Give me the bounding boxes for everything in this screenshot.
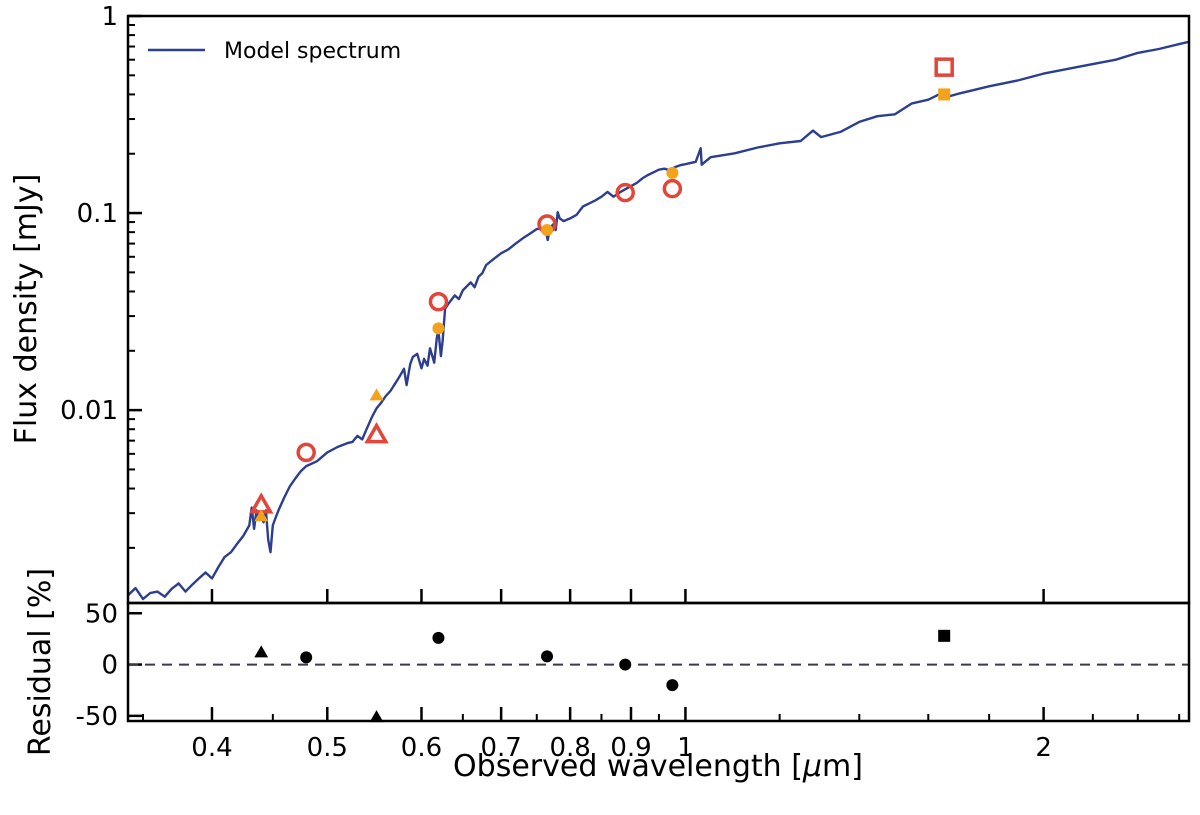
legend: Model spectrum: [148, 39, 401, 64]
flux-ytick-labels: 1 0.1 0.01: [60, 2, 118, 426]
wavelength-axis-label: Observed wavelength [μm]: [453, 749, 863, 784]
residual-circle-marker: [541, 650, 554, 663]
residual-panel: 50 0 -50 Residual [%]: [23, 568, 1191, 756]
synthetic-photometry-points: [254, 88, 951, 522]
wavelength-tick-label: 0.9: [610, 733, 651, 763]
observed-square-marker: [934, 57, 954, 77]
residual-triangle-marker: [254, 645, 269, 658]
wavelength-tick-label: 0.5: [307, 733, 348, 763]
residual-panel-ticks: [128, 612, 1181, 721]
wavelength-tick-label: 1: [677, 733, 694, 763]
wavelength-tick-label: 2: [1035, 733, 1052, 763]
residual-tick-label: -50: [76, 702, 118, 732]
residual-triangle-marker: [369, 710, 384, 723]
flux-tick-label: 0.1: [77, 199, 118, 229]
model-spectrum-line: [128, 40, 1189, 601]
flux-axis-label: Flux density [mJy]: [9, 174, 44, 445]
residual-circle-marker: [300, 651, 313, 664]
wavelength-tick-labels: 0.4 0.5 0.6 0.7 0.8 0.9 1 2: [191, 733, 1052, 763]
residual-axis-label: Residual [%]: [23, 568, 58, 756]
flux-panel: 1 0.1 0.01 Model spectrum Flux density [mJ…: [9, 2, 1191, 605]
synthetic-circle-marker: [666, 166, 679, 179]
residual-ytick-labels: 50 0 -50: [76, 599, 118, 732]
wavelength-tick-label: 0.6: [401, 733, 442, 763]
observed-triangle-marker: [364, 422, 389, 444]
synthetic-circle-marker: [541, 224, 554, 237]
residual-points: [254, 629, 951, 723]
residual-circle-marker: [432, 631, 445, 644]
synthetic-circle-marker: [432, 322, 445, 335]
residual-circle-marker: [666, 679, 679, 692]
wavelength-tick-label: 0.4: [191, 733, 232, 763]
synthetic-triangle-marker: [254, 509, 269, 522]
observed-circle-marker: [296, 442, 316, 463]
residual-tick-label: 0: [101, 651, 118, 681]
flux-tick-label: 1: [101, 2, 118, 32]
residual-tick-label: 50: [85, 599, 118, 629]
legend-model-label: Model spectrum: [224, 39, 401, 64]
wavelength-tick-label: 0.8: [549, 733, 590, 763]
flux-tick-label: 0.01: [60, 396, 118, 426]
wavelength-tick-label: 0.7: [480, 733, 521, 763]
observed-circle-marker: [662, 178, 683, 199]
observed-circle-marker: [615, 182, 635, 203]
synthetic-triangle-marker: [369, 388, 384, 401]
synthetic-square-marker: [938, 88, 951, 101]
residual-square-marker: [938, 629, 951, 642]
residual-circle-marker: [619, 658, 632, 671]
flux-panel-frame: [126, 14, 1191, 605]
residual-panel-frame: [126, 601, 1191, 723]
observed-circle-marker: [428, 291, 449, 312]
